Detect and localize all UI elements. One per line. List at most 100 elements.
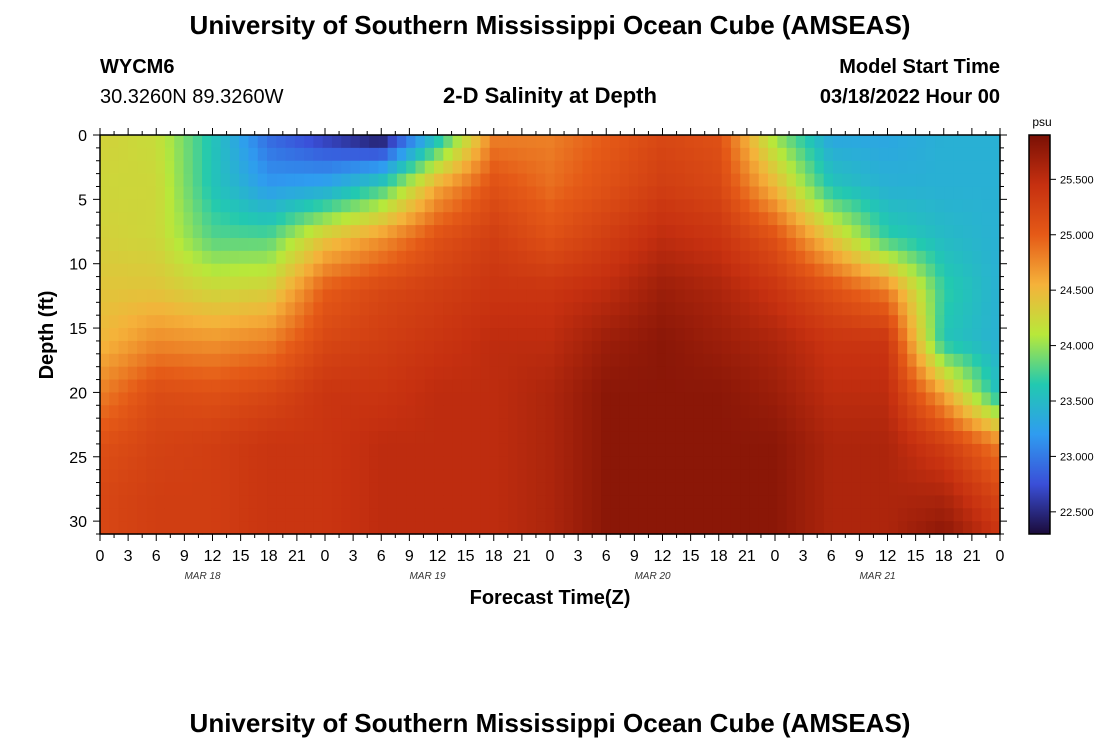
heatmap-cell — [601, 199, 611, 213]
heatmap-cell — [164, 508, 175, 522]
heatmap-cell — [916, 392, 927, 406]
heatmap-cell — [684, 199, 695, 213]
heatmap-cell — [526, 379, 537, 394]
x-tick-label: 15 — [457, 548, 475, 565]
heatmap-cell — [981, 469, 992, 484]
heatmap-cell — [897, 418, 908, 432]
heatmap-cell — [684, 315, 695, 329]
heatmap-cell — [100, 315, 110, 329]
heatmap-cell — [239, 225, 250, 239]
heatmap-cell — [944, 237, 955, 252]
heatmap-cell — [944, 443, 955, 458]
heatmap-cell — [202, 353, 212, 368]
heatmap-cell — [461, 147, 472, 162]
heatmap-cell — [721, 173, 732, 188]
heatmap-cell — [406, 135, 417, 149]
heatmap-cell — [972, 199, 983, 213]
heatmap-cell — [684, 366, 695, 381]
heatmap-cell — [387, 405, 398, 419]
heatmap-cell — [805, 186, 816, 200]
heatmap-cell — [304, 340, 314, 355]
heatmap-cell — [823, 328, 834, 342]
heatmap-cell — [183, 353, 194, 368]
heatmap-cell — [777, 418, 788, 432]
heatmap-cell — [257, 443, 268, 458]
heatmap-cell — [331, 405, 342, 419]
heatmap-cell — [424, 135, 435, 149]
colorbar-tick-label: 25.500 — [1060, 174, 1094, 186]
heatmap-cell — [693, 482, 704, 496]
heatmap-cell — [267, 328, 277, 342]
heatmap-cell — [545, 456, 556, 471]
heatmap-cell — [202, 392, 212, 406]
heatmap-cell — [137, 212, 147, 226]
heatmap-cell — [693, 199, 704, 213]
heatmap-cell — [730, 250, 741, 265]
heatmap-cell — [331, 379, 342, 394]
heatmap-cell — [777, 237, 788, 252]
heatmap-cell — [304, 276, 314, 291]
heatmap-cell — [220, 443, 231, 458]
heatmap-cell — [461, 431, 472, 445]
heatmap-cell — [805, 212, 816, 226]
heatmap-cell — [471, 508, 482, 522]
heatmap-cell — [452, 431, 463, 445]
heatmap-cell — [703, 508, 713, 522]
heatmap-cell — [582, 135, 593, 149]
heatmap-cell — [285, 508, 296, 522]
heatmap-cell — [879, 289, 890, 303]
heatmap-cell — [443, 250, 454, 265]
heatmap-cell — [703, 250, 713, 265]
heatmap-cell — [870, 315, 880, 329]
heatmap-cell — [192, 443, 203, 458]
heatmap-cell — [434, 147, 444, 162]
heatmap-cell — [823, 147, 834, 162]
heatmap-cell — [554, 289, 565, 303]
heatmap-cell — [786, 160, 797, 175]
heatmap-cell — [461, 340, 472, 355]
heatmap-cell — [582, 469, 593, 484]
heatmap-cell — [972, 418, 983, 432]
heatmap-cell — [183, 250, 194, 265]
heatmap-cell — [749, 147, 760, 162]
heatmap-cell — [749, 405, 760, 419]
heatmap-cell — [489, 392, 500, 406]
heatmap-cell — [879, 508, 890, 522]
heatmap-cell — [870, 495, 880, 509]
heatmap-cell — [220, 521, 231, 535]
heatmap-cell — [146, 443, 157, 458]
heatmap-cell — [276, 147, 287, 162]
heatmap-cell — [721, 315, 732, 329]
heatmap-cell — [601, 186, 611, 200]
heatmap-cell — [100, 212, 110, 226]
heatmap-cell — [517, 147, 528, 162]
heatmap-cell — [935, 250, 945, 265]
heatmap-cell — [109, 353, 120, 368]
heatmap-cell — [944, 289, 955, 303]
heatmap-cell — [786, 508, 797, 522]
heatmap-cell — [109, 508, 120, 522]
heatmap-cell — [396, 315, 407, 329]
heatmap-cell — [359, 340, 370, 355]
x-tick-label: 9 — [405, 548, 414, 565]
heatmap-cell — [452, 495, 463, 509]
heatmap-cell — [740, 315, 751, 329]
heatmap-cell — [192, 353, 203, 368]
heatmap-cell — [350, 160, 361, 175]
heatmap-cell — [638, 212, 649, 226]
heatmap-cell — [369, 289, 379, 303]
heatmap-cell — [684, 379, 695, 394]
heatmap-cell — [990, 212, 1001, 226]
heatmap-cell — [842, 418, 853, 432]
heatmap-cell — [749, 392, 760, 406]
heatmap-cell — [118, 250, 129, 265]
heatmap-cell — [990, 315, 1001, 329]
heatmap-cell — [888, 263, 899, 278]
heatmap-cell — [443, 302, 454, 316]
heatmap-cell — [814, 418, 825, 432]
heatmap-cell — [220, 250, 231, 265]
heatmap-cell — [192, 263, 203, 278]
heatmap-cell — [294, 469, 305, 484]
heatmap-cell — [601, 456, 611, 471]
heatmap-cell — [656, 212, 667, 226]
